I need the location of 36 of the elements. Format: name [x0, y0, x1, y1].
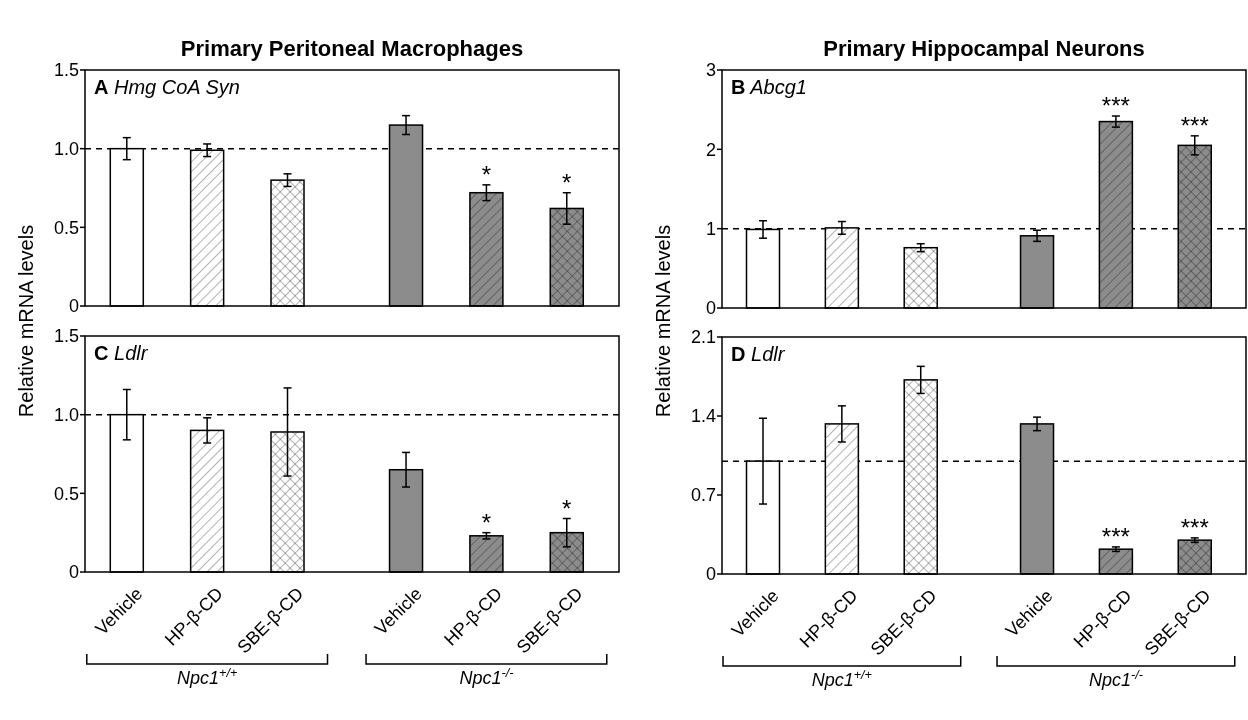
y-tick-label: 2 — [705, 139, 716, 160]
data-label: *** — [1180, 513, 1209, 541]
y-tick-label: 0.5 — [53, 483, 79, 504]
text: Npc1$^{+/+}$ — [177, 666, 238, 688]
data-label: * — [481, 508, 492, 536]
y-tick-label: 0.5 — [53, 217, 79, 238]
chart-title: Primary Hippocampal Neurons — [823, 36, 1145, 61]
data-label: * — [562, 168, 572, 196]
y-axis-title: Relative mRNA levels — [15, 224, 37, 418]
y-tick-label: 0.7 — [690, 485, 716, 506]
y-tick-label: 0 — [68, 296, 79, 317]
chart-subtitle: A Hmg CoA Syn — [94, 76, 240, 98]
text: Npc1$^{+/+}$ — [811, 668, 872, 690]
y-tick-label: 0 — [705, 298, 716, 319]
y-tick-label: 2.1 — [690, 327, 716, 348]
y-tick-label: 1.0 — [53, 404, 79, 425]
y-tick-label: 3 — [705, 60, 716, 81]
chart-title: Primary Peritoneal Macrophages — [180, 36, 524, 61]
y-tick-label: 0 — [705, 564, 716, 585]
data-label: *** — [1180, 111, 1209, 139]
text: Npc1$^{-/-}$ — [1088, 668, 1143, 690]
y-axis-title: Relative mRNA levels — [652, 224, 674, 418]
data-label: *** — [1101, 522, 1130, 550]
data-label: *** — [1101, 92, 1130, 120]
data-label: * — [481, 160, 492, 188]
chart-subtitle: D Ldlr — [731, 343, 786, 365]
y-tick-label: 1.0 — [53, 138, 79, 159]
chart-subtitle: B Abcg1 — [731, 76, 807, 98]
y-tick-label: 1.5 — [53, 60, 79, 81]
text: Npc1$^{-/-}$ — [459, 666, 514, 688]
y-tick-label: 1.4 — [690, 406, 716, 427]
chart-subtitle: C Ldlr — [94, 342, 149, 364]
y-tick-label: 1.5 — [53, 326, 79, 347]
y-tick-label: 1 — [705, 218, 716, 239]
data-label: * — [562, 494, 572, 522]
y-tick-label: 0 — [68, 562, 79, 583]
